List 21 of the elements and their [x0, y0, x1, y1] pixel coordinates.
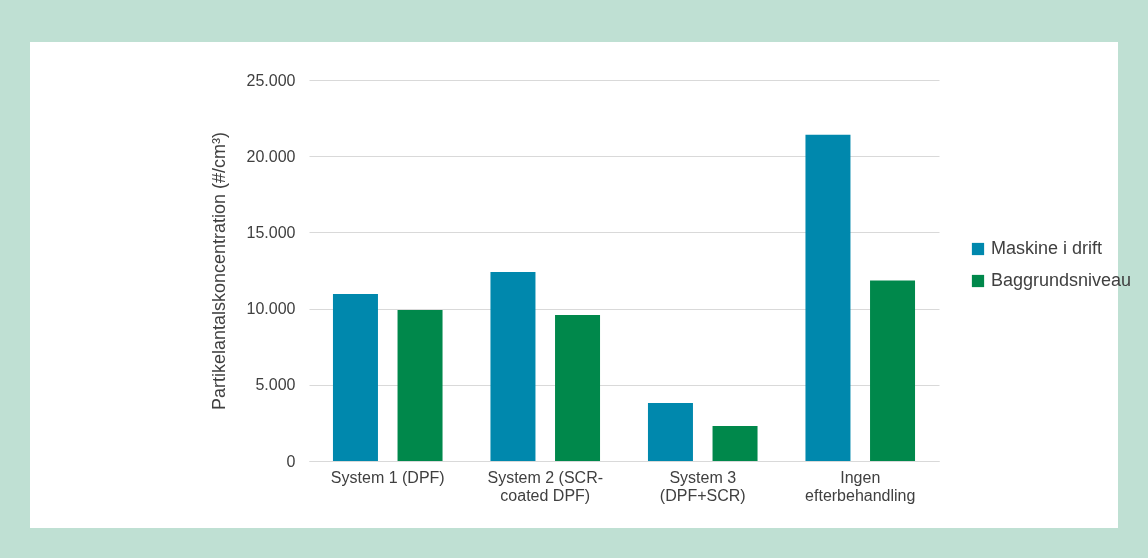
y-tick-label: 10.000 [246, 300, 296, 318]
bar [647, 403, 693, 461]
bar [490, 272, 536, 461]
y-axis-title: Partikelantalskoncentration (#/cm³) [208, 131, 229, 411]
bar [555, 315, 601, 461]
y-tick-label: 5.000 [255, 376, 296, 394]
legend-label: Maskine i drift [991, 238, 1103, 258]
y-tick-label: 0 [286, 452, 296, 470]
x-tick-label: System 3 (DPF+SCR) [659, 468, 746, 504]
y-tick-label: 15.000 [246, 223, 296, 241]
bar [712, 425, 758, 461]
x-tick-label: System 1 (DPF) [330, 468, 445, 486]
bar [805, 134, 851, 461]
bar [332, 294, 378, 461]
y-tick-label: 25.000 [246, 71, 296, 89]
x-tick-label: Ingen efterbehandling [805, 468, 916, 504]
bar [870, 280, 916, 461]
y-tick-label: 20.000 [246, 147, 296, 165]
legend-label: Baggrundsniveau [991, 270, 1132, 290]
x-tick-label: System 2 (SCR-coated DPF) [487, 468, 604, 504]
bar [397, 310, 443, 461]
